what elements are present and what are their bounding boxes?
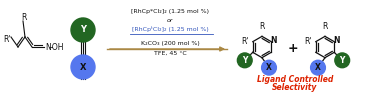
Text: TFE, 45 °C: TFE, 45 °C [153,51,186,55]
Circle shape [237,53,252,68]
Text: or: or [167,17,173,23]
Text: Ligand Controlled: Ligand Controlled [257,75,333,84]
Text: +: + [288,42,298,55]
Text: –OH: –OH [49,42,65,52]
Text: Y: Y [339,56,345,65]
Text: N: N [45,42,51,52]
Text: N: N [271,36,277,45]
Text: [RhCp*Cl₂]₂ (1.25 mol %): [RhCp*Cl₂]₂ (1.25 mol %) [131,9,209,13]
Text: Y: Y [242,56,248,65]
Text: Selectivity: Selectivity [272,84,318,93]
Text: X: X [315,63,321,72]
Text: R: R [259,22,265,31]
Text: R: R [322,22,328,31]
Text: X: X [80,62,86,71]
Circle shape [71,18,95,42]
Text: R': R' [304,37,312,46]
Text: [RhCpᵗCl₂]₂ (1.25 mol %): [RhCpᵗCl₂]₂ (1.25 mol %) [132,26,208,32]
Text: X: X [266,63,272,72]
Text: Y: Y [80,26,86,35]
Circle shape [71,55,95,79]
Text: K₂CO₃ (200 mol %): K₂CO₃ (200 mol %) [141,41,199,45]
Circle shape [335,53,350,68]
Text: R': R' [241,37,249,46]
Circle shape [311,60,325,75]
Text: N: N [333,36,340,45]
Circle shape [262,60,276,75]
Text: R: R [21,13,27,23]
Text: R': R' [3,36,11,45]
